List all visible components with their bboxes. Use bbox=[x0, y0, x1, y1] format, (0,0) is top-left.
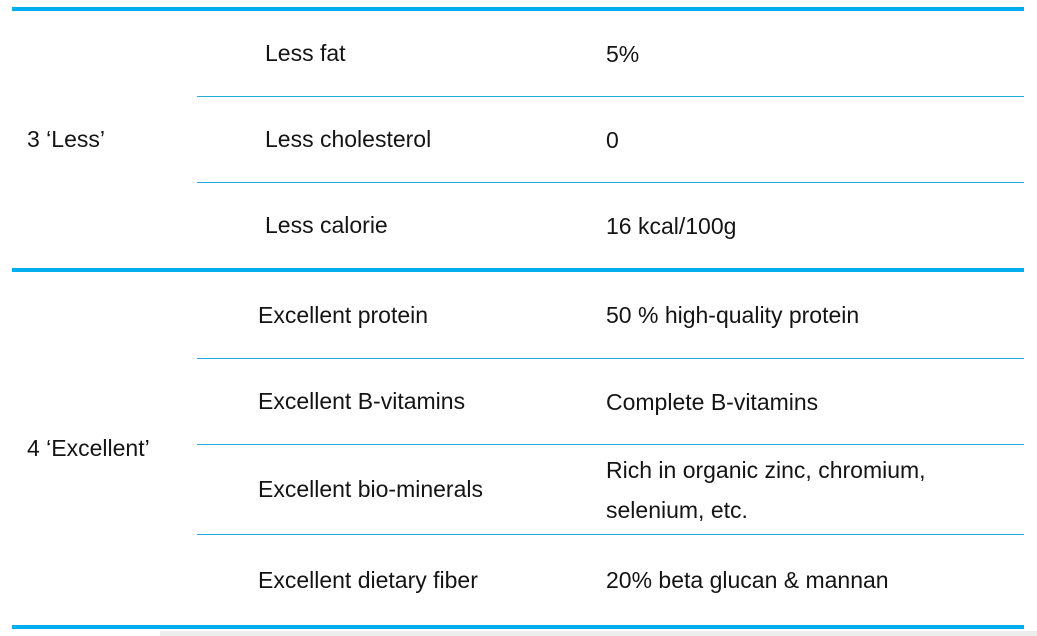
attribute-cell: Excellent bio-minerals bbox=[258, 476, 483, 502]
table-row: Excellent protein 50 % high-quality prot… bbox=[197, 272, 1024, 358]
value-cell: 50 % high-quality protein bbox=[606, 302, 860, 328]
value-cell: 5% bbox=[606, 40, 640, 67]
value-cell: 20% beta glucan & mannan bbox=[606, 567, 889, 593]
table-row: Less fat 5% bbox=[197, 11, 1024, 96]
table-row: Excellent bio-minerals Rich in organic z… bbox=[197, 444, 1024, 534]
value-cell: 16 kcal/100g bbox=[606, 212, 737, 239]
attribute-cell: Excellent protein bbox=[258, 301, 429, 328]
table-row: Less calorie 16 kcal/100g bbox=[197, 182, 1024, 268]
page-edge-shadow bbox=[160, 631, 1037, 636]
table-bottom-border bbox=[12, 625, 1024, 629]
value-cell: 0 bbox=[606, 126, 619, 153]
attribute-cell: Less fat bbox=[265, 40, 346, 66]
attribute-cell: Less calorie bbox=[265, 212, 388, 238]
group-label-text: 4 ‘Excellent’ bbox=[27, 435, 150, 461]
table-top-border bbox=[12, 7, 1024, 11]
table-section-divider bbox=[12, 268, 1024, 272]
attribute-cell: Less cholesterol bbox=[265, 126, 432, 152]
attribute-cell: Excellent B-vitamins bbox=[258, 388, 466, 414]
group-label-less: 3 ‘Less’ bbox=[12, 11, 197, 268]
table-row: Less cholesterol 0 bbox=[197, 96, 1024, 182]
table-row: Excellent B-vitamins Complete B-vitamins bbox=[197, 358, 1024, 444]
value-cell: Complete B-vitamins bbox=[606, 388, 819, 415]
table-row: Excellent dietary fiber 20% beta glucan … bbox=[197, 534, 1024, 625]
attribute-cell: Excellent dietary fiber bbox=[258, 566, 478, 593]
value-cell: Rich in organic zinc, chromium, selenium… bbox=[606, 456, 926, 523]
group-label-excellent: 4 ‘Excellent’ bbox=[12, 272, 197, 625]
section-less-rows: Less fat 5% Less cholesterol 0 Less calo… bbox=[197, 11, 1024, 268]
section-less: 3 ‘Less’ Less fat 5% Less cholesterol 0 … bbox=[12, 11, 1024, 268]
group-label-text: 3 ‘Less’ bbox=[27, 126, 105, 152]
nutrition-claims-table: 3 ‘Less’ Less fat 5% Less cholesterol 0 … bbox=[12, 7, 1024, 629]
section-excellent-rows: Excellent protein 50 % high-quality prot… bbox=[197, 272, 1024, 625]
section-excellent: 4 ‘Excellent’ Excellent protein 50 % hig… bbox=[12, 272, 1024, 625]
